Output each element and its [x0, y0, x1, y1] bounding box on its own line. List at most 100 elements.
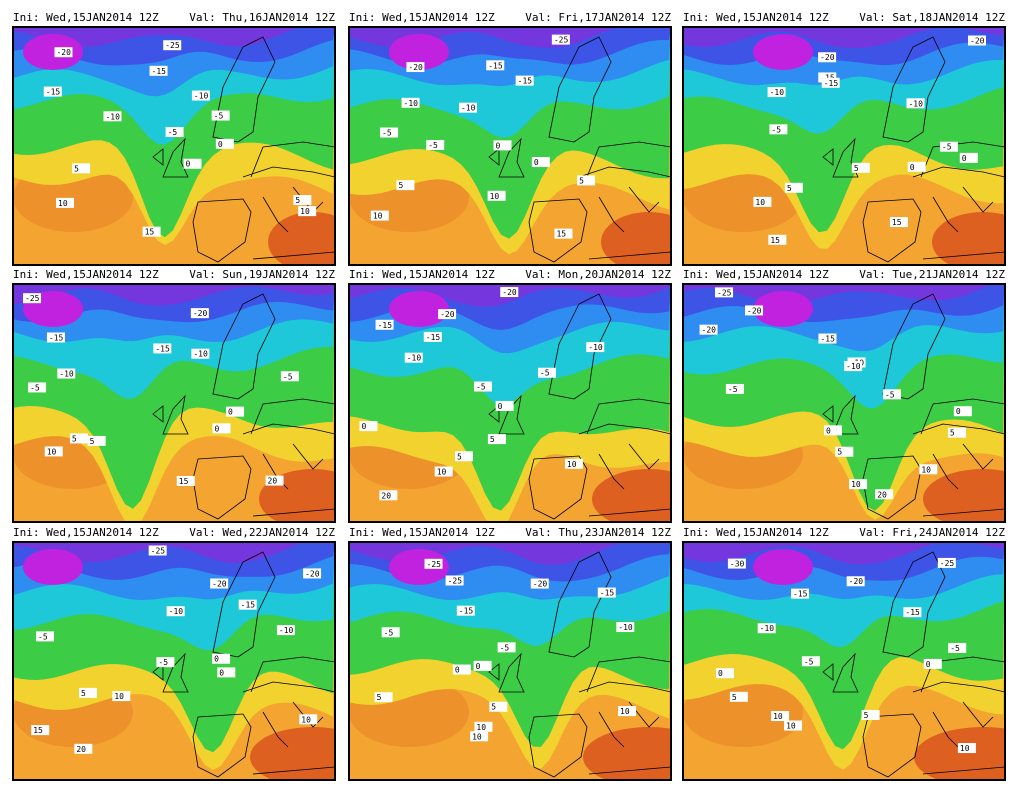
coastline [498, 394, 525, 435]
contour-label: 5 [72, 434, 77, 443]
label-box [445, 575, 464, 586]
contour-label: 5 [787, 184, 792, 193]
contour-label: -20 [533, 580, 548, 589]
contour-label: -20 [502, 288, 517, 297]
contour-label: 0 [214, 424, 219, 433]
contour-label: -15 [820, 335, 835, 344]
label-box [616, 622, 635, 633]
label-box [452, 664, 471, 675]
label-box [210, 578, 229, 589]
coastline [586, 141, 671, 260]
label-box [423, 331, 442, 342]
contour-label: 10 [786, 722, 796, 731]
coastline [578, 423, 671, 490]
contour-label: 10 [960, 744, 970, 753]
contour-label: -20 [408, 63, 423, 72]
contour-label: 10 [58, 199, 68, 208]
label-box [454, 451, 473, 462]
label-box [849, 479, 868, 490]
panel-frame [12, 26, 336, 266]
label-box [43, 86, 62, 97]
init-label: Ini: Wed,15JAN2014 12Z [13, 11, 159, 24]
label-box [757, 623, 776, 634]
label-box [846, 576, 865, 587]
contour-label: 5 [457, 452, 462, 461]
label-box [380, 127, 399, 138]
init-label: Ini: Wed,15JAN2014 12Z [683, 526, 829, 539]
coastline [862, 713, 922, 778]
valid-label: Val: Fri,17JAN2014 12Z [525, 11, 671, 24]
contour-label: -15 [793, 590, 808, 599]
coastline [212, 551, 276, 658]
label-box [370, 210, 389, 221]
contour-label: -5 [540, 369, 550, 378]
label-box [148, 545, 167, 556]
contour-label: 15 [892, 218, 902, 227]
coastline [192, 198, 252, 263]
valid-label: Val: Wed,22JAN2014 12Z [189, 526, 335, 539]
contour-label: -15 [49, 333, 64, 342]
label-box [784, 182, 803, 193]
label-box [54, 47, 73, 58]
label-box [801, 656, 820, 667]
label-box [554, 228, 573, 239]
label-box [957, 743, 976, 754]
label-box [818, 52, 837, 63]
temperature-band [683, 27, 1005, 48]
coastline [488, 663, 500, 681]
temperature-band [13, 542, 335, 563]
label-box [298, 206, 317, 217]
contour-label: 0 [186, 160, 191, 169]
label-box [487, 190, 506, 201]
label-box [401, 97, 420, 108]
contour-label: -20 [305, 569, 320, 578]
contour-label: -15 [152, 67, 167, 76]
label-box [577, 175, 596, 186]
contour-label: 0 [214, 655, 219, 664]
coastline [162, 652, 189, 693]
contour-label: 0 [228, 408, 233, 417]
cold-core [389, 549, 449, 585]
init-label: Ini: Wed,15JAN2014 12Z [13, 268, 159, 281]
contour-label: 10 [851, 480, 861, 489]
label-box [493, 140, 512, 151]
hot-area [683, 677, 803, 747]
label-box [23, 293, 42, 304]
panel-frame [348, 541, 672, 781]
contour-label: -10 [760, 624, 775, 633]
cold-core [23, 549, 83, 585]
label-box [265, 475, 284, 486]
label-box [753, 196, 772, 207]
coastline [152, 405, 164, 423]
contour-label: -15 [488, 61, 503, 70]
contour-label: 0 [926, 660, 931, 669]
label-box [537, 367, 556, 378]
hot-area [601, 212, 671, 265]
hot-area [914, 727, 1005, 780]
contour-label: 5 [491, 703, 496, 712]
coastline [586, 656, 671, 775]
contour-label: 5 [950, 429, 955, 438]
contour-label: -5 [950, 644, 960, 653]
label-box [149, 65, 168, 76]
coastline [192, 713, 252, 778]
contour-label: -25 [427, 560, 442, 569]
contour-label: 5 [579, 176, 584, 185]
valid-label: Val: Thu,16JAN2014 12Z [189, 11, 335, 24]
label-box [486, 60, 505, 71]
panel-frame [348, 283, 672, 523]
coastline [548, 551, 612, 658]
hot-area [592, 469, 671, 522]
contour-label: -25 [717, 288, 732, 297]
label-box [861, 709, 880, 720]
label-box [947, 427, 966, 438]
panel-frame [682, 26, 1006, 266]
contour-label: 10 [567, 460, 577, 469]
label-box [276, 625, 295, 636]
label-box [818, 333, 837, 344]
coastline [882, 551, 946, 658]
